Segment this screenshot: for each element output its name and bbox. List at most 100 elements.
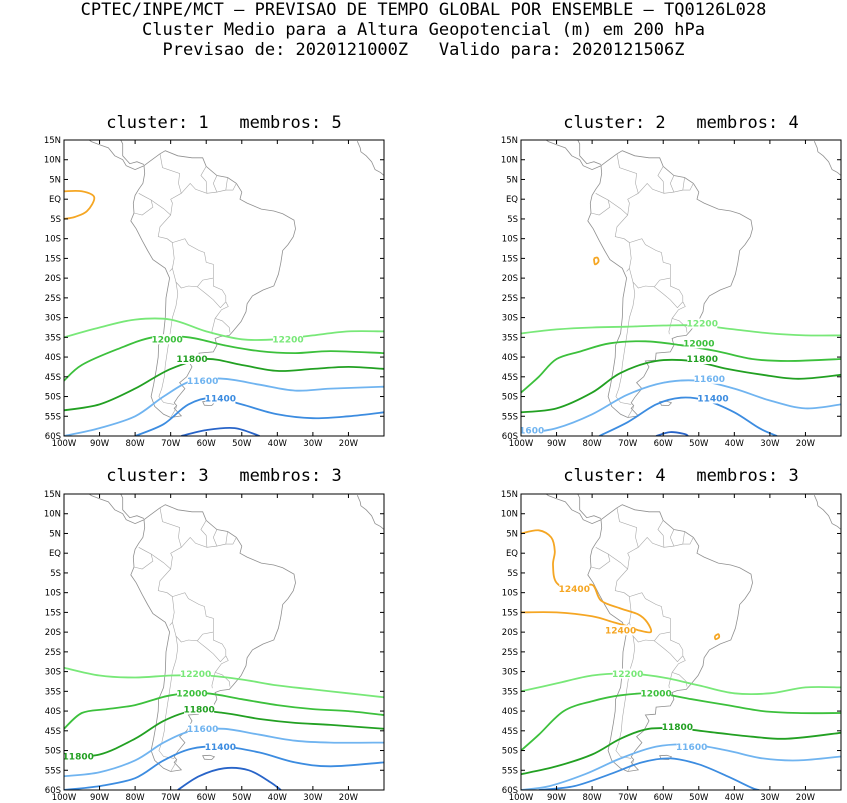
lon-tick-label: 70W — [618, 793, 638, 803]
lat-tick-label: 45S — [45, 727, 61, 737]
country-border — [170, 759, 177, 772]
contour-label: 11800 — [176, 355, 207, 365]
contour-12200 — [64, 317, 384, 341]
country-border — [627, 405, 634, 418]
lat-tick-label: 30S — [502, 314, 518, 324]
lon-tick-label: 100W — [509, 439, 534, 449]
header-line-3: Previsao de: 2020121000Z Valido para: 20… — [162, 40, 685, 60]
country-border — [170, 405, 177, 418]
lat-tick-label: 15S — [45, 254, 61, 264]
country-border — [211, 655, 229, 689]
country-border — [670, 632, 684, 656]
lat-tick-label: 35S — [502, 333, 518, 343]
lon-tick-label: 70W — [618, 439, 638, 449]
lon-tick-label: 40W — [725, 439, 745, 449]
contour-label-bg — [177, 688, 207, 699]
map-layer: 12200 12000 11800 11600 11400 1600 — [521, 140, 841, 436]
contour-label: 12200 — [272, 336, 303, 346]
contour-12400 — [713, 633, 721, 641]
contour-label: 11600 — [187, 725, 218, 735]
lat-tick-label: 60S — [45, 432, 61, 442]
lat-tick-label: 15S — [45, 608, 61, 618]
country-border — [638, 520, 665, 548]
lat-tick-label: 45S — [45, 373, 61, 383]
central-america-caribbean-coast — [120, 140, 145, 165]
map-frame — [520, 139, 842, 437]
contour-label: 11400 — [205, 743, 236, 753]
country-border — [206, 529, 218, 548]
lat-tick-label: 15N — [501, 136, 518, 146]
lat-tick-label: 25S — [502, 294, 518, 304]
contour-label: 12400 — [559, 585, 590, 595]
south-america-coastline — [587, 150, 753, 418]
lat-tick-label: 5S — [50, 569, 61, 579]
country-border — [150, 199, 175, 272]
map-layer: 12000 12200 11800 11600 11400 — [64, 140, 384, 436]
contour-11600 — [521, 743, 841, 790]
lon-tick-label: 50W — [689, 439, 709, 449]
contour-label-bg — [187, 723, 218, 734]
lon-tick-label: 60W — [197, 793, 217, 803]
lat-tick-label: 5S — [507, 569, 518, 579]
contour-11200 — [181, 426, 260, 436]
panel-2-title: cluster: 2 membros: 4 — [563, 113, 799, 133]
lat-tick-label: 25S — [502, 648, 518, 658]
contour-label: 11800 — [63, 753, 94, 763]
contour-label-bg — [152, 334, 183, 345]
contour-label-bg — [605, 625, 636, 636]
country-border — [673, 177, 685, 193]
central-america-caribbean-coast — [120, 494, 145, 519]
lat-tick-label: 60S — [502, 432, 518, 442]
lat-tick-label: 30S — [45, 668, 61, 678]
lon-tick-label: 90W — [547, 793, 567, 803]
country-border — [159, 507, 182, 570]
contour-label: 11800 — [662, 723, 693, 733]
lat-tick-label: 5N — [506, 176, 518, 186]
contour-12200 — [521, 672, 841, 696]
contour-label: 11800 — [183, 705, 214, 715]
country-border — [225, 537, 237, 545]
lon-tick-label: 50W — [232, 793, 252, 803]
lon-tick-label: 20W — [339, 793, 359, 803]
contour-label-bg — [559, 583, 590, 594]
lon-tick-label: 20W — [339, 439, 359, 449]
lon-tick-label: 30W — [760, 439, 780, 449]
contour-label: 11400 — [697, 395, 728, 405]
contour-label-bg — [64, 751, 94, 762]
country-border — [197, 286, 227, 309]
lat-tick-label: 10S — [502, 235, 518, 245]
contour-label: 11600 — [694, 375, 725, 385]
lat-tick-label: 25S — [45, 294, 61, 304]
header-line-1: CPTEC/INPE/MCT — PREVISAO DE TEMPO GLOBA… — [80, 0, 767, 20]
lat-tick-label: 20S — [45, 274, 61, 284]
country-border — [607, 553, 632, 626]
lon-tick-label: 40W — [268, 793, 288, 803]
country-border — [654, 640, 684, 663]
lat-tick-label: 60S — [502, 786, 518, 796]
lat-tick-label: 50S — [502, 747, 518, 757]
contour-label-bg — [187, 375, 218, 386]
lat-tick-label: 10N — [44, 510, 61, 520]
lat-tick-label: 15S — [502, 254, 518, 264]
contour-label-bg — [687, 318, 718, 329]
lat-tick-label: 20S — [45, 628, 61, 638]
contour-label-bg — [205, 741, 236, 752]
lon-tick-label: 80W — [582, 439, 602, 449]
country-border — [158, 636, 179, 759]
country-border — [673, 531, 685, 547]
contour-12000 — [521, 340, 841, 394]
central-america-caribbean-coast — [577, 140, 602, 165]
map-frame — [63, 139, 385, 437]
country-border — [629, 592, 671, 633]
country-border — [181, 166, 208, 194]
lat-tick-label: EQ — [506, 549, 518, 559]
lon-tick-label: 60W — [654, 439, 674, 449]
lat-tick-label: 10N — [501, 510, 518, 520]
central-america-pacific-coast — [88, 140, 145, 171]
south-america-coastline — [587, 504, 753, 772]
central-america-pacific-coast — [545, 140, 602, 171]
country-border — [668, 301, 686, 335]
country-border — [150, 553, 175, 626]
map-panel-4: 12400 12400 12200 12000 11800 11600 15N 10N 5N EQ… — [501, 490, 842, 803]
contour-label-bg — [662, 721, 693, 732]
